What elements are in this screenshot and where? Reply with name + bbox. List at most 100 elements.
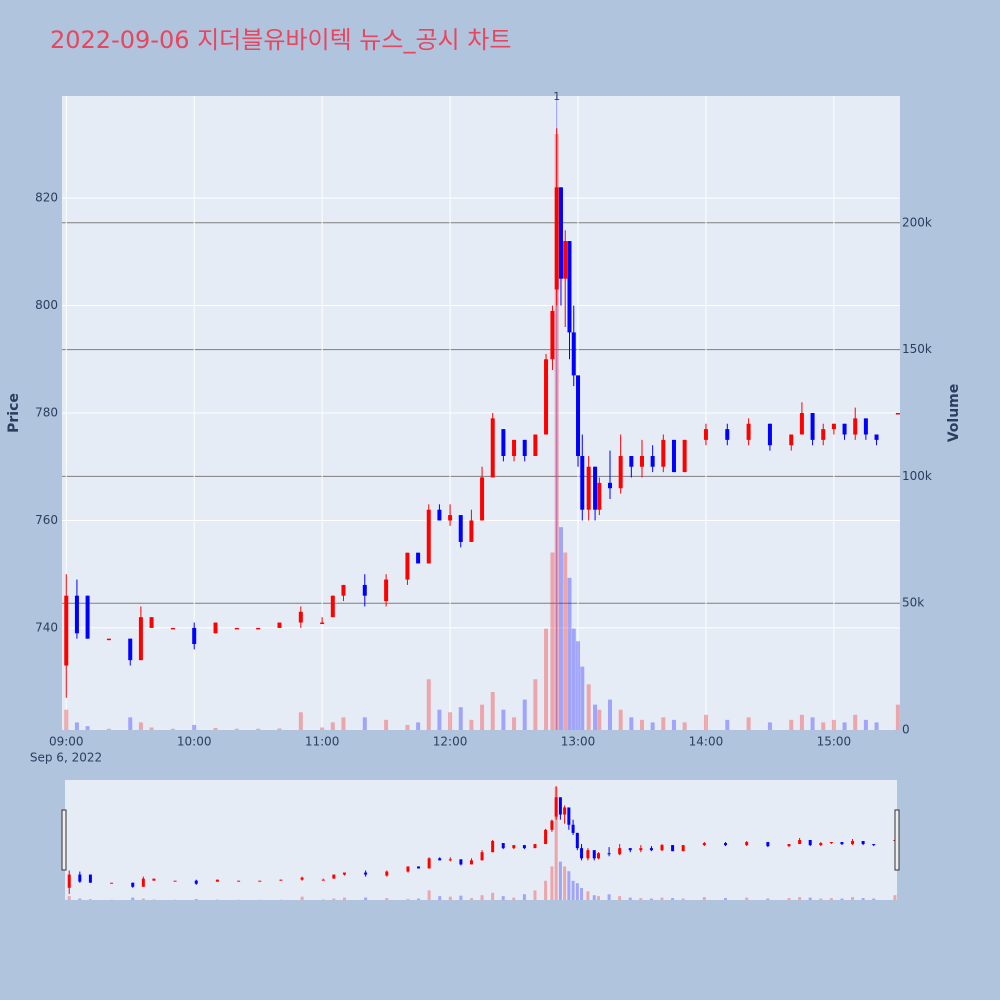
volume-bar [330, 722, 335, 730]
candle-body [170, 627, 175, 630]
slider-candle-body [194, 880, 198, 884]
volume-bar [448, 712, 453, 730]
slider-volume-bar [88, 899, 92, 900]
slider-candle-body [131, 882, 135, 887]
candle-body [256, 627, 261, 630]
slider-candle-body [258, 880, 262, 882]
volume-bar [863, 719, 868, 730]
slider-candle-body [427, 858, 431, 869]
slider-volume-bar [660, 897, 664, 900]
slider-candle-body [819, 843, 823, 846]
slider-volume-bar [702, 897, 706, 900]
slider-candle-body [563, 807, 567, 815]
slider-candle-body [681, 845, 685, 852]
volume-bar [149, 727, 154, 730]
slider-candle-body [469, 860, 473, 865]
slider-volume-bar [501, 896, 505, 900]
volume-bar [895, 704, 900, 730]
slider-handle[interactable] [894, 809, 900, 871]
slider-volume-bar [491, 892, 495, 900]
volume-bar [554, 134, 559, 731]
slider-handle[interactable] [61, 809, 67, 871]
slider-candle-body [840, 842, 844, 845]
candle-body [490, 418, 495, 478]
candle-body [576, 375, 581, 456]
slider-volume-bar [522, 894, 526, 900]
candle-body [405, 552, 410, 580]
slider-candle-body [544, 829, 548, 845]
volume-bar [842, 722, 847, 730]
candle-body [746, 423, 751, 440]
volume-bar [746, 717, 751, 730]
slider-volume-bar [571, 880, 575, 900]
slider-candle-body [628, 848, 632, 851]
candle-body [682, 439, 687, 473]
slider-volume-bar [798, 897, 802, 900]
y2-tick-label: 0 [902, 723, 910, 737]
volume-bar [563, 552, 568, 730]
candle-body [821, 429, 826, 440]
slider-volume-bar [586, 891, 590, 900]
candle-body [74, 595, 79, 634]
candle-body [558, 187, 563, 279]
range-slider[interactable] [65, 780, 897, 900]
slider-candle-body [851, 841, 855, 845]
volume-bar [138, 722, 143, 730]
candle-body [639, 455, 644, 467]
slider-volume-bar [300, 896, 304, 900]
slider-candle-body [554, 797, 558, 817]
volume-bar [608, 699, 613, 730]
candle-body [192, 627, 197, 645]
slider-volume-bar [448, 896, 452, 900]
volume-bar [405, 724, 410, 730]
slider-volume-bar [592, 895, 596, 900]
slider-candle-body [872, 844, 876, 846]
slider-candle-body [480, 852, 484, 861]
volume-bar [618, 709, 623, 730]
candle-body [608, 482, 613, 489]
x-tick-label: 12:00 [433, 735, 468, 749]
slider-candle-body [808, 840, 812, 846]
chart-title: 2022-09-06 지더블유바이텍 뉴스_공시 차트 [50, 26, 511, 54]
slider-volume-bar [829, 898, 833, 900]
slider-volume-bar [851, 897, 855, 900]
slider-volume-bar [724, 898, 728, 900]
volume-bar [597, 709, 602, 730]
x-tick-label: 09:00 [49, 735, 84, 749]
slider-candle-body [237, 880, 241, 882]
slider-volume-bar [628, 897, 632, 900]
volume-bar [384, 719, 389, 730]
slider-candle-body [724, 843, 728, 846]
slider-candle-body [173, 880, 177, 882]
volume-bar [853, 714, 858, 730]
slider-candle-body [550, 820, 554, 830]
volume-bar [480, 704, 485, 730]
volume-bar [362, 717, 367, 730]
volume-bar [544, 628, 549, 730]
volume-bar [874, 722, 879, 730]
volume-bar [426, 679, 431, 730]
candle-body [362, 584, 367, 596]
candle-body [810, 413, 815, 440]
candle-body [895, 413, 900, 415]
y-tick-label: 800 [35, 298, 58, 312]
slider-candle-body [448, 859, 452, 861]
annotation-text: 1 [553, 90, 560, 103]
slider-candle-body [607, 853, 611, 855]
candle-body [416, 552, 421, 564]
candle-body [618, 455, 623, 489]
slider-volume-bar [745, 897, 749, 900]
slider-candle-body [787, 844, 791, 847]
slider-candle-body [67, 874, 71, 888]
volume-bar [639, 719, 644, 730]
candle-body [586, 466, 591, 510]
slider-volume-bar [544, 880, 548, 900]
candle-body [437, 509, 442, 521]
volume-bar [341, 717, 346, 730]
slider-volume-bar [607, 894, 611, 900]
slider-candle-body [332, 874, 336, 879]
slider-candle-body [533, 844, 537, 849]
candle-body [149, 617, 154, 628]
candle-body [671, 439, 676, 473]
candle-body [544, 359, 549, 435]
